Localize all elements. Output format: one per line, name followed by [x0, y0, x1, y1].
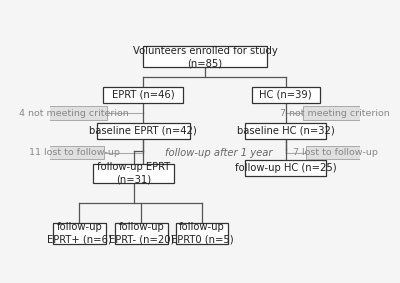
FancyBboxPatch shape: [53, 223, 106, 244]
FancyBboxPatch shape: [115, 223, 168, 244]
Text: 7 lost to follow-up: 7 lost to follow-up: [293, 148, 378, 157]
FancyBboxPatch shape: [45, 146, 104, 160]
Text: 11 lost to follow-up: 11 lost to follow-up: [29, 148, 120, 157]
Text: follow-up
EPRT0 (n=5): follow-up EPRT0 (n=5): [170, 222, 233, 245]
Text: 4 not meeting criterion: 4 not meeting criterion: [19, 109, 129, 117]
FancyBboxPatch shape: [103, 87, 183, 103]
Text: follow-up EPRT
(n=31): follow-up EPRT (n=31): [97, 162, 170, 185]
Text: baseline HC (n=32): baseline HC (n=32): [237, 126, 334, 136]
FancyBboxPatch shape: [42, 106, 107, 120]
FancyBboxPatch shape: [96, 123, 190, 139]
Text: follow-up HC (n=25): follow-up HC (n=25): [235, 163, 336, 173]
FancyBboxPatch shape: [303, 106, 368, 120]
Text: EPRT (n=46): EPRT (n=46): [112, 90, 174, 100]
Text: HC (n=39): HC (n=39): [259, 90, 312, 100]
Text: Volunteers enrolled for study
(n=85): Volunteers enrolled for study (n=85): [133, 46, 277, 68]
FancyBboxPatch shape: [245, 123, 326, 139]
FancyBboxPatch shape: [306, 146, 365, 160]
FancyBboxPatch shape: [252, 87, 320, 103]
FancyBboxPatch shape: [245, 160, 326, 176]
FancyBboxPatch shape: [94, 164, 174, 183]
FancyBboxPatch shape: [176, 223, 228, 244]
Text: follow-up
EPRT+ (n=6): follow-up EPRT+ (n=6): [47, 222, 112, 245]
Text: follow-up
EPRT- (n=20): follow-up EPRT- (n=20): [109, 222, 174, 245]
Text: follow-up after 1 year: follow-up after 1 year: [165, 148, 273, 158]
Text: 7 not meeting criterion: 7 not meeting criterion: [280, 109, 390, 117]
Text: baseline EPRT (n=42): baseline EPRT (n=42): [89, 126, 197, 136]
FancyBboxPatch shape: [143, 46, 267, 67]
